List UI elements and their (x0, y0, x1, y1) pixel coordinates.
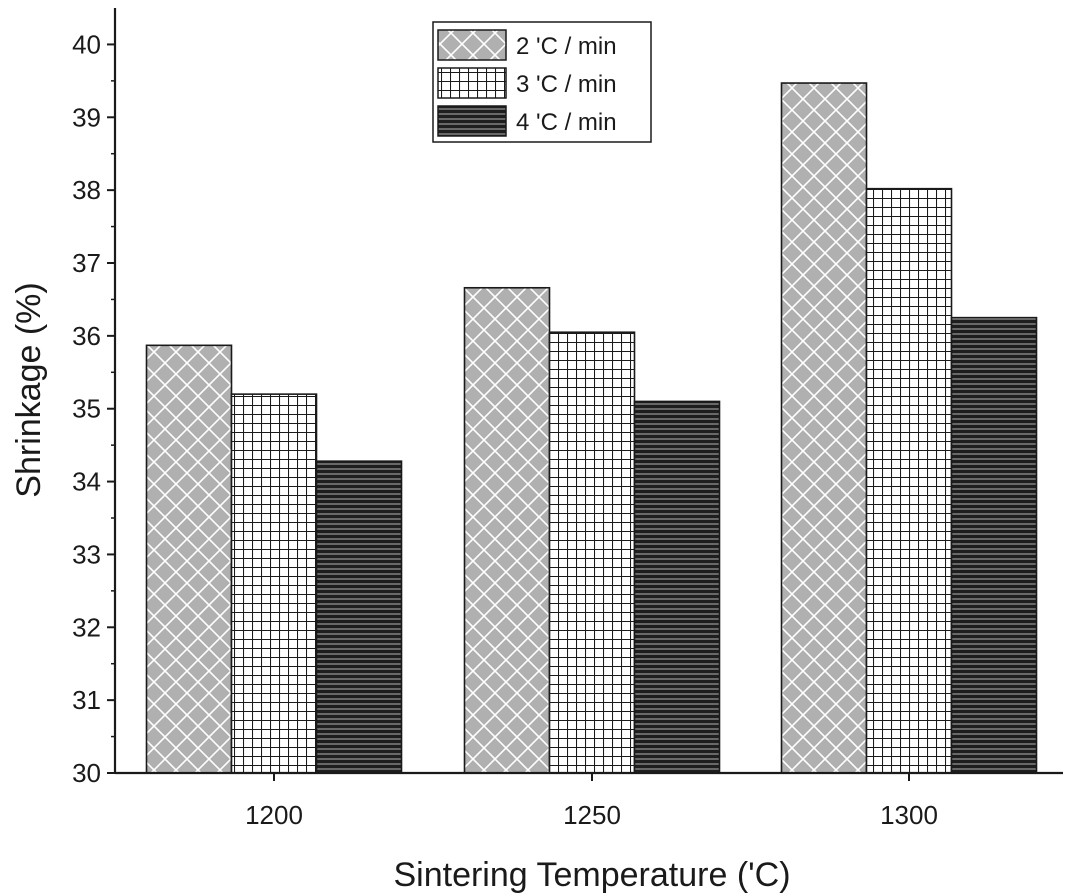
legend-swatch-3c-min (437, 67, 507, 99)
y-tick-label-40: 40 (72, 29, 101, 59)
bar-1300-series-3 (950, 316, 1038, 774)
y-tick-label-32: 32 (72, 612, 101, 642)
x-tick-label-1250: 1250 (563, 800, 621, 830)
legend-swatch-4c-min (437, 105, 507, 137)
bar-1250-series-3 (633, 400, 721, 774)
y-tick-label-33: 33 (72, 539, 101, 569)
bar-1300-series-2 (865, 187, 953, 774)
bars-layer (145, 82, 1038, 774)
bar-1300-series-1 (780, 82, 868, 774)
y-tick-label-34: 34 (72, 467, 101, 497)
legend-label-2c-min: 2 'C / min (516, 33, 617, 60)
bar-1200-series-2 (230, 393, 318, 774)
legend-swatch-2c-min (437, 29, 507, 61)
legend: 2 'C / min 3 'C / min 4 'C / min (432, 21, 652, 143)
y-tick-label-31: 31 (72, 685, 101, 715)
x-axis-title: Sintering Temperature ('C) (393, 856, 790, 894)
bar-1250-series-1 (463, 286, 551, 774)
y-tick-label-38: 38 (72, 175, 101, 205)
legend-label-3c-min: 3 'C / min (516, 71, 617, 98)
axes-layer: 30 31 32 33 34 35 36 37 38 39 40 1200 1250 1300 (72, 8, 1063, 830)
bar-1200-series-1 (145, 344, 233, 774)
y-tick-label-37: 37 (72, 248, 101, 278)
y-tick-label-35: 35 (72, 394, 101, 424)
y-tick-label-36: 36 (72, 321, 101, 351)
bar-1200-series-3 (315, 460, 403, 774)
x-tick-label-1200: 1200 (245, 800, 303, 830)
y-axis-title: Shrinkage (%) (10, 282, 48, 497)
legend-label-4c-min: 4 'C / min (516, 109, 617, 136)
y-tick-label-39: 39 (72, 102, 101, 132)
x-tick-label-1300: 1300 (880, 800, 938, 830)
bar-1250-series-2 (548, 331, 636, 774)
y-tick-label-30: 30 (72, 758, 101, 788)
